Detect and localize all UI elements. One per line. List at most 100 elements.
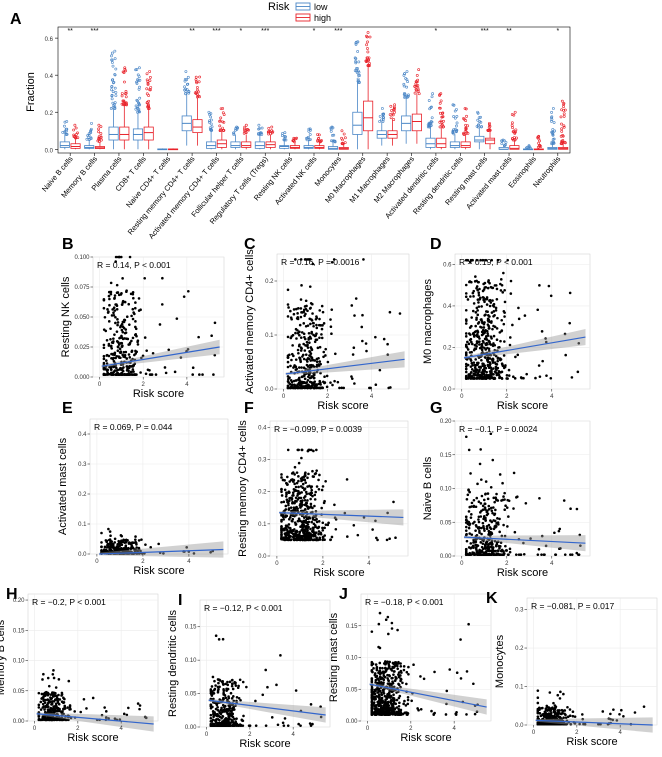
data-point (291, 333, 295, 337)
data-point (132, 311, 135, 314)
data-point (286, 365, 290, 369)
data-point (547, 284, 551, 288)
data-point (309, 448, 313, 452)
data-point (57, 707, 60, 711)
data-point (498, 376, 501, 380)
data-point (483, 529, 486, 532)
data-point (499, 541, 503, 544)
box-high-1 (94, 123, 105, 150)
data-point (44, 718, 48, 722)
data-point (275, 683, 278, 687)
data-point (100, 541, 103, 544)
outlier-point (110, 88, 113, 92)
data-point (297, 448, 300, 452)
data-point (465, 532, 468, 536)
data-point (110, 314, 114, 317)
data-point (231, 707, 235, 710)
data-point (406, 696, 410, 699)
data-point (562, 499, 566, 502)
y-tick-label: 0.025 (74, 345, 90, 351)
data-point (299, 485, 303, 488)
data-point (106, 308, 109, 311)
outlier-point (407, 93, 410, 97)
outlier-point (402, 93, 406, 97)
data-point (388, 688, 391, 692)
data-point (400, 713, 403, 716)
data-point (394, 536, 397, 539)
outlier-point (452, 128, 455, 132)
data-point (468, 338, 472, 342)
outlier-point (356, 67, 359, 70)
outlier-point (145, 92, 149, 96)
data-point (512, 375, 515, 379)
data-point (287, 523, 291, 526)
data-point (480, 352, 484, 355)
data-point (214, 634, 218, 638)
data-point (296, 507, 299, 510)
data-point (500, 362, 504, 365)
data-point (496, 540, 500, 544)
data-point (484, 286, 488, 289)
box-iqr (192, 119, 203, 134)
box-iqr (484, 137, 496, 145)
outlier-point (257, 123, 261, 127)
data-point (388, 664, 391, 668)
y-tick-label: 0.15 (440, 453, 452, 459)
data-point (231, 687, 235, 691)
data-point (480, 549, 484, 553)
data-point (490, 520, 494, 524)
outlier-point (137, 101, 141, 105)
data-point (464, 352, 468, 356)
data-point (459, 677, 463, 680)
data-point (476, 553, 480, 556)
outlier-point (283, 137, 287, 141)
outlier-point (452, 115, 456, 118)
data-point (304, 258, 308, 261)
data-point (135, 546, 138, 549)
data-point (293, 473, 296, 476)
data-point (378, 697, 381, 701)
y-axis-label: Resting memory CD4+ cells (237, 420, 249, 557)
confidence-band (36, 712, 154, 732)
data-point (577, 553, 581, 556)
data-point (331, 383, 334, 387)
data-point (226, 680, 229, 684)
outlier-point (378, 114, 382, 118)
box-iqr (59, 141, 70, 148)
data-point (315, 332, 318, 335)
outlier-point (123, 66, 127, 70)
significance-marker: *** (212, 28, 220, 35)
outlier-point (451, 131, 455, 135)
correlation-annotation: R = −0.099, P = 0.0039 (274, 424, 362, 434)
data-point (294, 499, 297, 503)
data-point (377, 693, 381, 696)
data-point (313, 334, 317, 338)
outlier-point (222, 129, 226, 132)
outlier-point (138, 110, 141, 114)
outlier-point (340, 136, 344, 140)
significance-marker: ** (67, 28, 73, 35)
data-point (306, 378, 310, 382)
data-point (466, 348, 470, 351)
data-point (390, 627, 394, 630)
data-point (490, 543, 494, 546)
y-tick-label: 0.0 (258, 554, 267, 560)
data-point (350, 377, 354, 380)
data-point (377, 622, 381, 626)
data-point (471, 364, 474, 367)
data-point (114, 260, 117, 263)
data-point (487, 546, 491, 549)
data-point (473, 343, 477, 347)
data-point (106, 368, 110, 372)
data-point (475, 550, 479, 554)
data-point (299, 509, 303, 513)
data-point (481, 362, 484, 366)
data-point (374, 681, 377, 684)
data-point (330, 535, 334, 539)
data-point (387, 662, 391, 666)
data-point (472, 295, 475, 298)
fit-line (285, 358, 405, 375)
data-point (392, 670, 396, 673)
data-point (300, 501, 304, 504)
data-point (482, 498, 486, 502)
